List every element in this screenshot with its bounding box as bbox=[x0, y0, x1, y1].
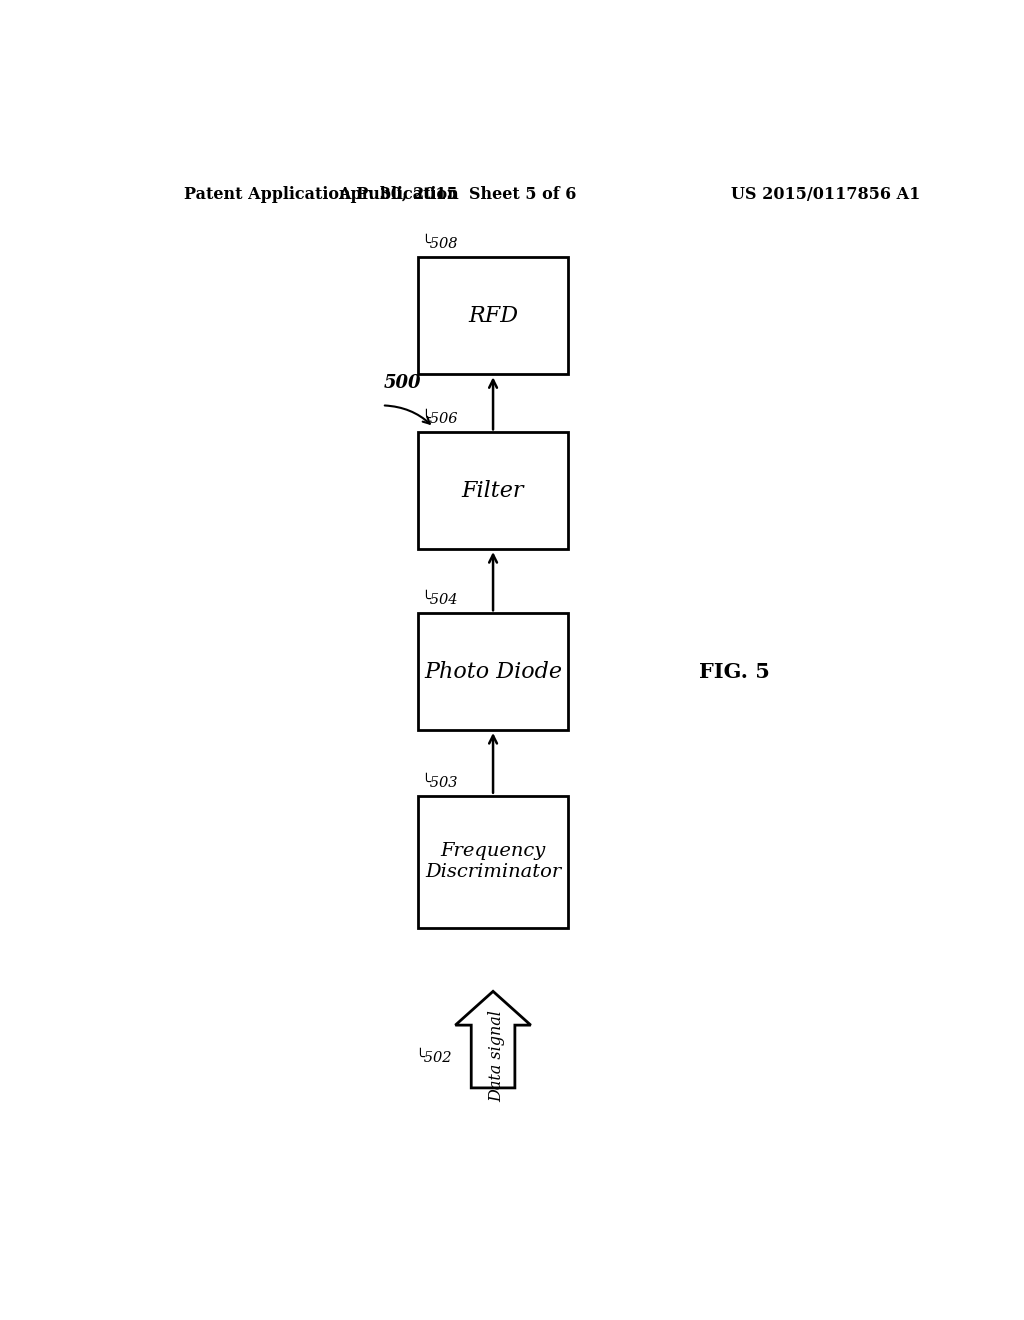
Bar bbox=[418, 433, 568, 549]
Text: RFD: RFD bbox=[468, 305, 518, 327]
Polygon shape bbox=[456, 991, 530, 1088]
Bar bbox=[418, 796, 568, 928]
Text: Frequency
Discriminator: Frequency Discriminator bbox=[425, 842, 561, 882]
Bar bbox=[418, 257, 568, 375]
Text: ╰508: ╰508 bbox=[422, 238, 458, 251]
Text: Filter: Filter bbox=[462, 479, 524, 502]
Bar bbox=[418, 614, 568, 730]
Text: Apr. 30, 2015  Sheet 5 of 6: Apr. 30, 2015 Sheet 5 of 6 bbox=[338, 186, 577, 203]
Text: Photo Diode: Photo Diode bbox=[424, 661, 562, 682]
Text: ╰502: ╰502 bbox=[415, 1051, 452, 1064]
Text: ╰503: ╰503 bbox=[422, 775, 458, 789]
Text: Patent Application Publication: Patent Application Publication bbox=[183, 186, 459, 203]
Text: FIG. 5: FIG. 5 bbox=[699, 661, 770, 681]
Text: ╰504: ╰504 bbox=[422, 593, 458, 607]
Text: 500: 500 bbox=[384, 374, 421, 392]
Text: Data signal: Data signal bbox=[488, 1011, 506, 1102]
Text: US 2015/0117856 A1: US 2015/0117856 A1 bbox=[731, 186, 921, 203]
Text: ╰506: ╰506 bbox=[422, 412, 458, 426]
